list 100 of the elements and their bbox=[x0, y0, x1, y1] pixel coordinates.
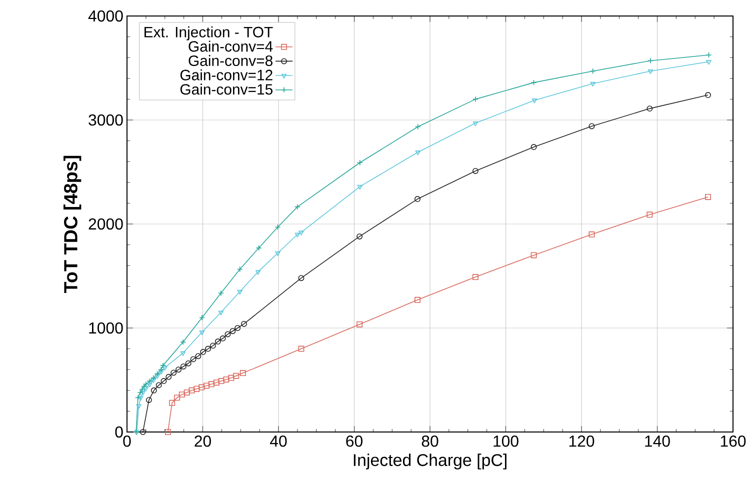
y-tick-label: 4000 bbox=[88, 10, 123, 22]
point bbox=[200, 348, 206, 355]
point bbox=[230, 328, 236, 334]
point bbox=[199, 330, 205, 336]
legend-label: Gain-conv=8 bbox=[188, 55, 272, 66]
point bbox=[472, 274, 478, 280]
point bbox=[237, 290, 243, 295]
legend-label: Gain-conv=12 bbox=[180, 69, 272, 80]
point bbox=[218, 378, 224, 384]
point bbox=[233, 372, 240, 379]
x-tick-label: 80 bbox=[422, 436, 438, 447]
point bbox=[208, 381, 214, 388]
point bbox=[199, 314, 205, 321]
y-tick-label: 3000 bbox=[88, 114, 123, 126]
point bbox=[170, 370, 177, 376]
point bbox=[184, 389, 190, 396]
point bbox=[646, 212, 653, 218]
y-tick-label: 1000 bbox=[89, 322, 123, 334]
x-tick-label: 20 bbox=[194, 436, 211, 447]
x-tick-label: 100 bbox=[494, 436, 518, 447]
point bbox=[147, 382, 152, 388]
point bbox=[150, 387, 157, 394]
point bbox=[185, 360, 192, 366]
y-tick-label: 2000 bbox=[88, 218, 123, 230]
point bbox=[530, 80, 537, 86]
point bbox=[140, 390, 146, 396]
point bbox=[472, 168, 478, 174]
point bbox=[218, 290, 224, 296]
point bbox=[414, 124, 421, 130]
point bbox=[705, 194, 711, 200]
point bbox=[160, 362, 166, 368]
point bbox=[256, 244, 262, 251]
point bbox=[646, 106, 653, 112]
x-tick-label: 40 bbox=[270, 436, 287, 447]
point bbox=[472, 121, 478, 126]
point bbox=[141, 383, 148, 390]
point bbox=[298, 230, 304, 236]
point bbox=[194, 386, 200, 392]
point bbox=[274, 224, 281, 230]
point bbox=[472, 96, 478, 102]
point bbox=[174, 394, 180, 401]
point bbox=[228, 374, 234, 381]
x-tick-label: 140 bbox=[645, 436, 670, 447]
point bbox=[176, 366, 182, 373]
point bbox=[294, 232, 300, 238]
x-tick-label: 0 bbox=[123, 436, 131, 447]
point bbox=[224, 331, 231, 338]
point bbox=[154, 370, 160, 377]
point bbox=[220, 335, 226, 342]
point bbox=[164, 429, 171, 435]
point bbox=[356, 321, 363, 328]
point bbox=[234, 325, 241, 331]
point bbox=[275, 251, 280, 256]
point bbox=[205, 346, 212, 352]
point bbox=[213, 380, 220, 386]
point bbox=[143, 386, 149, 392]
x-tick-label: 160 bbox=[720, 436, 746, 447]
point bbox=[530, 144, 537, 150]
point bbox=[357, 184, 363, 190]
point bbox=[356, 233, 363, 240]
point bbox=[530, 252, 537, 258]
point bbox=[146, 378, 153, 384]
point bbox=[160, 378, 167, 384]
point bbox=[214, 338, 221, 345]
point bbox=[136, 404, 142, 409]
point bbox=[169, 400, 176, 406]
x-tick-label: 60 bbox=[346, 436, 362, 447]
point bbox=[180, 351, 186, 356]
x-tick-label: 120 bbox=[569, 436, 594, 447]
point bbox=[588, 231, 595, 238]
point bbox=[647, 58, 654, 64]
point bbox=[188, 387, 195, 394]
point bbox=[178, 392, 185, 398]
point bbox=[154, 374, 160, 379]
point bbox=[236, 266, 243, 272]
point bbox=[162, 366, 168, 371]
point bbox=[223, 376, 230, 382]
point bbox=[156, 382, 162, 388]
x-axis-title: Injected Charge [pC] bbox=[354, 454, 506, 470]
legend-label: Gain-conv=4 bbox=[188, 40, 273, 52]
point bbox=[255, 270, 261, 275]
y-tick-label: 0 bbox=[115, 426, 123, 438]
point bbox=[414, 196, 420, 202]
point bbox=[138, 396, 144, 401]
point bbox=[532, 98, 538, 104]
point bbox=[414, 296, 420, 303]
point bbox=[158, 370, 164, 375]
point bbox=[415, 150, 421, 156]
legend-title: Ext. Injection - TOT bbox=[144, 26, 273, 40]
point bbox=[150, 378, 156, 383]
point bbox=[139, 386, 146, 392]
point bbox=[241, 320, 248, 327]
point bbox=[137, 389, 144, 396]
point bbox=[195, 353, 202, 360]
point bbox=[150, 374, 157, 381]
point bbox=[588, 123, 595, 130]
point bbox=[356, 160, 363, 166]
point bbox=[210, 342, 216, 349]
point bbox=[198, 384, 205, 390]
point bbox=[180, 339, 186, 346]
